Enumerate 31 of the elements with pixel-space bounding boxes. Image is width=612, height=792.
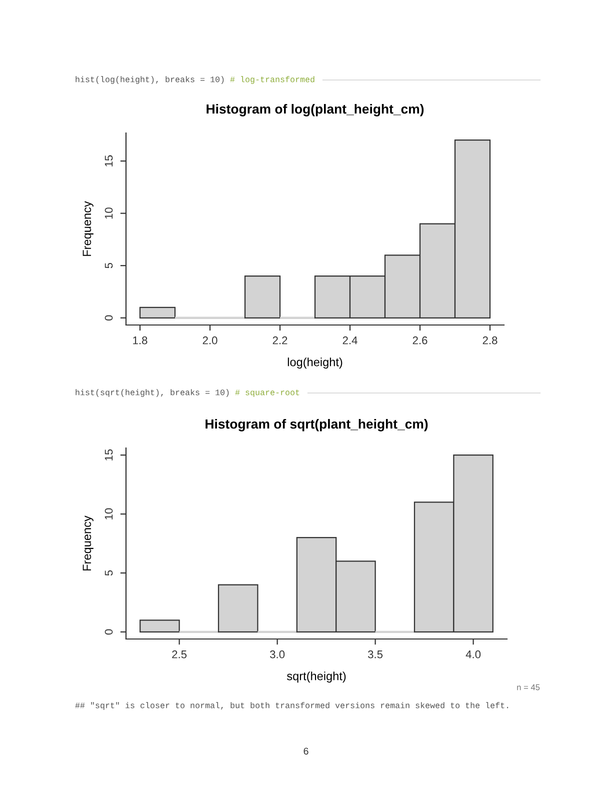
x-axis-title: log(height) bbox=[288, 358, 342, 369]
text: hist(sqrt(height), breaks = 10) bbox=[76, 389, 229, 397]
x-tick-label: 3.5 bbox=[368, 650, 383, 658]
chart-title: Histogram of sqrt(plant_height_cm) bbox=[206, 418, 428, 432]
x-axis-title: sqrt(height) bbox=[286, 672, 346, 683]
y-tick-label: 15 bbox=[104, 449, 113, 460]
y-tick-label: 15 bbox=[104, 155, 113, 166]
text: # square-root bbox=[235, 390, 300, 397]
x-tick-label: 2.2 bbox=[272, 336, 288, 344]
y-axis-title: Frequency bbox=[82, 201, 94, 256]
y-axis-title: Frequency bbox=[82, 516, 94, 570]
chart-title: Histogram of log(plant_height_cm) bbox=[206, 104, 424, 116]
text: ## "sqrt" is closer to normal, but both transformed versions remain skewed to the left. bbox=[75, 702, 508, 710]
y-tick-label: 0 bbox=[104, 629, 113, 635]
y-tick-label: 5 bbox=[104, 570, 113, 576]
text: hist(log(height), breaks = 10) bbox=[76, 76, 224, 84]
y-tick-label: 5 bbox=[104, 262, 113, 268]
x-tick-label: 4.0 bbox=[466, 650, 481, 658]
x-tick-label: 2.8 bbox=[482, 336, 498, 344]
x-tick-label: 2.0 bbox=[202, 336, 218, 344]
text: 6 bbox=[304, 748, 308, 755]
x-tick-label: 2.4 bbox=[342, 336, 358, 344]
y-tick-label: 0 bbox=[104, 315, 113, 321]
y-tick-label: 10 bbox=[104, 208, 113, 219]
x-tick-label: 2.5 bbox=[172, 650, 187, 658]
x-tick-label: 2.6 bbox=[412, 336, 428, 344]
text: # log-transformed bbox=[230, 76, 314, 84]
x-tick-label: 1.8 bbox=[133, 336, 148, 344]
y-tick-label: 10 bbox=[104, 508, 113, 520]
text: n = 45 bbox=[517, 684, 540, 690]
x-tick-label: 3.0 bbox=[270, 650, 285, 658]
